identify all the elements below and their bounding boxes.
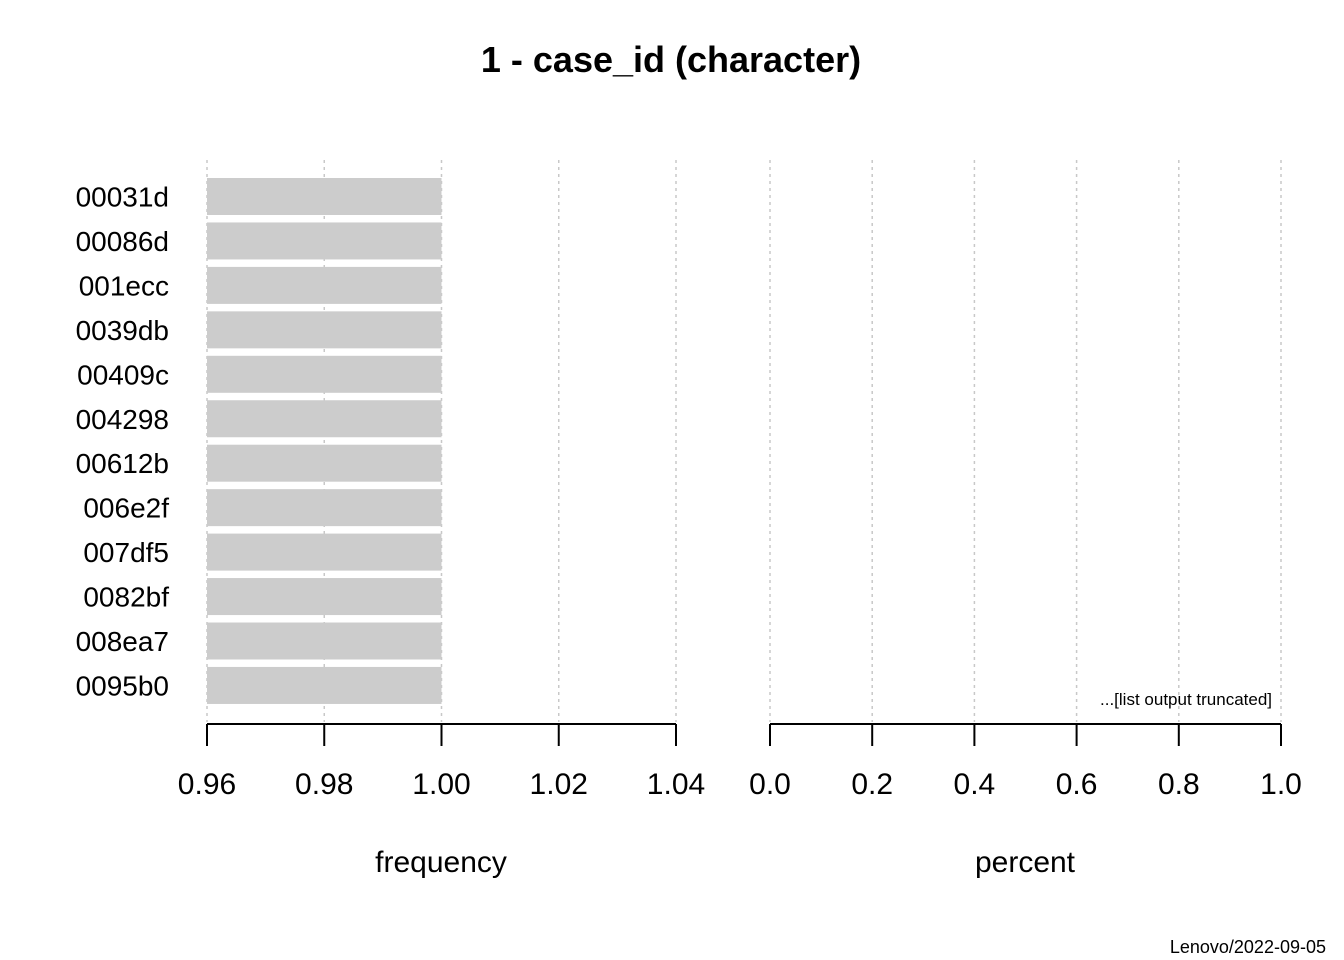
frequency-tick-label: 1.02 (530, 768, 588, 801)
percent-tick-label: 0.2 (851, 768, 893, 801)
frequency-bar (207, 400, 442, 438)
category-label: 0082bf (83, 582, 169, 613)
percent-tick-label: 0.0 (749, 768, 791, 801)
frequency-bar (207, 533, 442, 571)
category-label: 0095b0 (76, 670, 169, 701)
frequency-bar (207, 578, 442, 616)
frequency-bar (207, 622, 442, 660)
category-label: 007df5 (83, 537, 169, 568)
category-label: 004298 (76, 404, 169, 435)
category-label: 00031d (76, 182, 169, 213)
frequency-bar (207, 444, 442, 482)
frequency-bar (207, 489, 442, 527)
frequency-axis-label: frequency (375, 846, 507, 879)
percent-gridlines (769, 160, 1282, 722)
frequency-tick-label: 1.04 (647, 768, 705, 801)
percent-axis: 0.0 0.2 0.4 0.6 0.8 1.0 (749, 723, 1302, 801)
frequency-tick-label: 0.96 (178, 768, 236, 801)
frequency-bar (207, 666, 442, 704)
frequency-bars (207, 178, 442, 704)
category-label: 0039db (76, 315, 169, 346)
category-label: 006e2f (83, 493, 169, 524)
percent-tick-label: 1.0 (1260, 768, 1302, 801)
frequency-bar (207, 222, 442, 260)
frequency-bar (207, 266, 442, 304)
chart-title: 1 - case_id (character) (481, 39, 861, 80)
frequency-tick-label: 1.00 (412, 768, 470, 801)
frequency-tick-label: 0.98 (295, 768, 353, 801)
percent-tick-label: 0.6 (1056, 768, 1098, 801)
percent-tick-label: 0.8 (1158, 768, 1200, 801)
category-label: 00612b (76, 448, 169, 479)
category-labels: 00031d 00086d 001ecc 0039db 00409c 004298 0061… (76, 182, 170, 702)
category-label: 008ea7 (76, 626, 169, 657)
frequency-bar (207, 178, 442, 215)
truncation-note: ...[list output truncated] (1100, 690, 1272, 709)
frequency-bar (207, 311, 442, 349)
category-label: 001ecc (79, 270, 169, 301)
frequency-bar (207, 355, 442, 393)
category-label: 00409c (77, 359, 169, 390)
category-label: 00086d (76, 226, 169, 257)
footer-stamp: Lenovo/2022-09-05 (1170, 937, 1326, 957)
percent-axis-label: percent (975, 846, 1076, 879)
frequency-axis: 0.96 0.98 1.00 1.02 1.04 (178, 723, 705, 801)
percent-tick-label: 0.4 (954, 768, 996, 801)
